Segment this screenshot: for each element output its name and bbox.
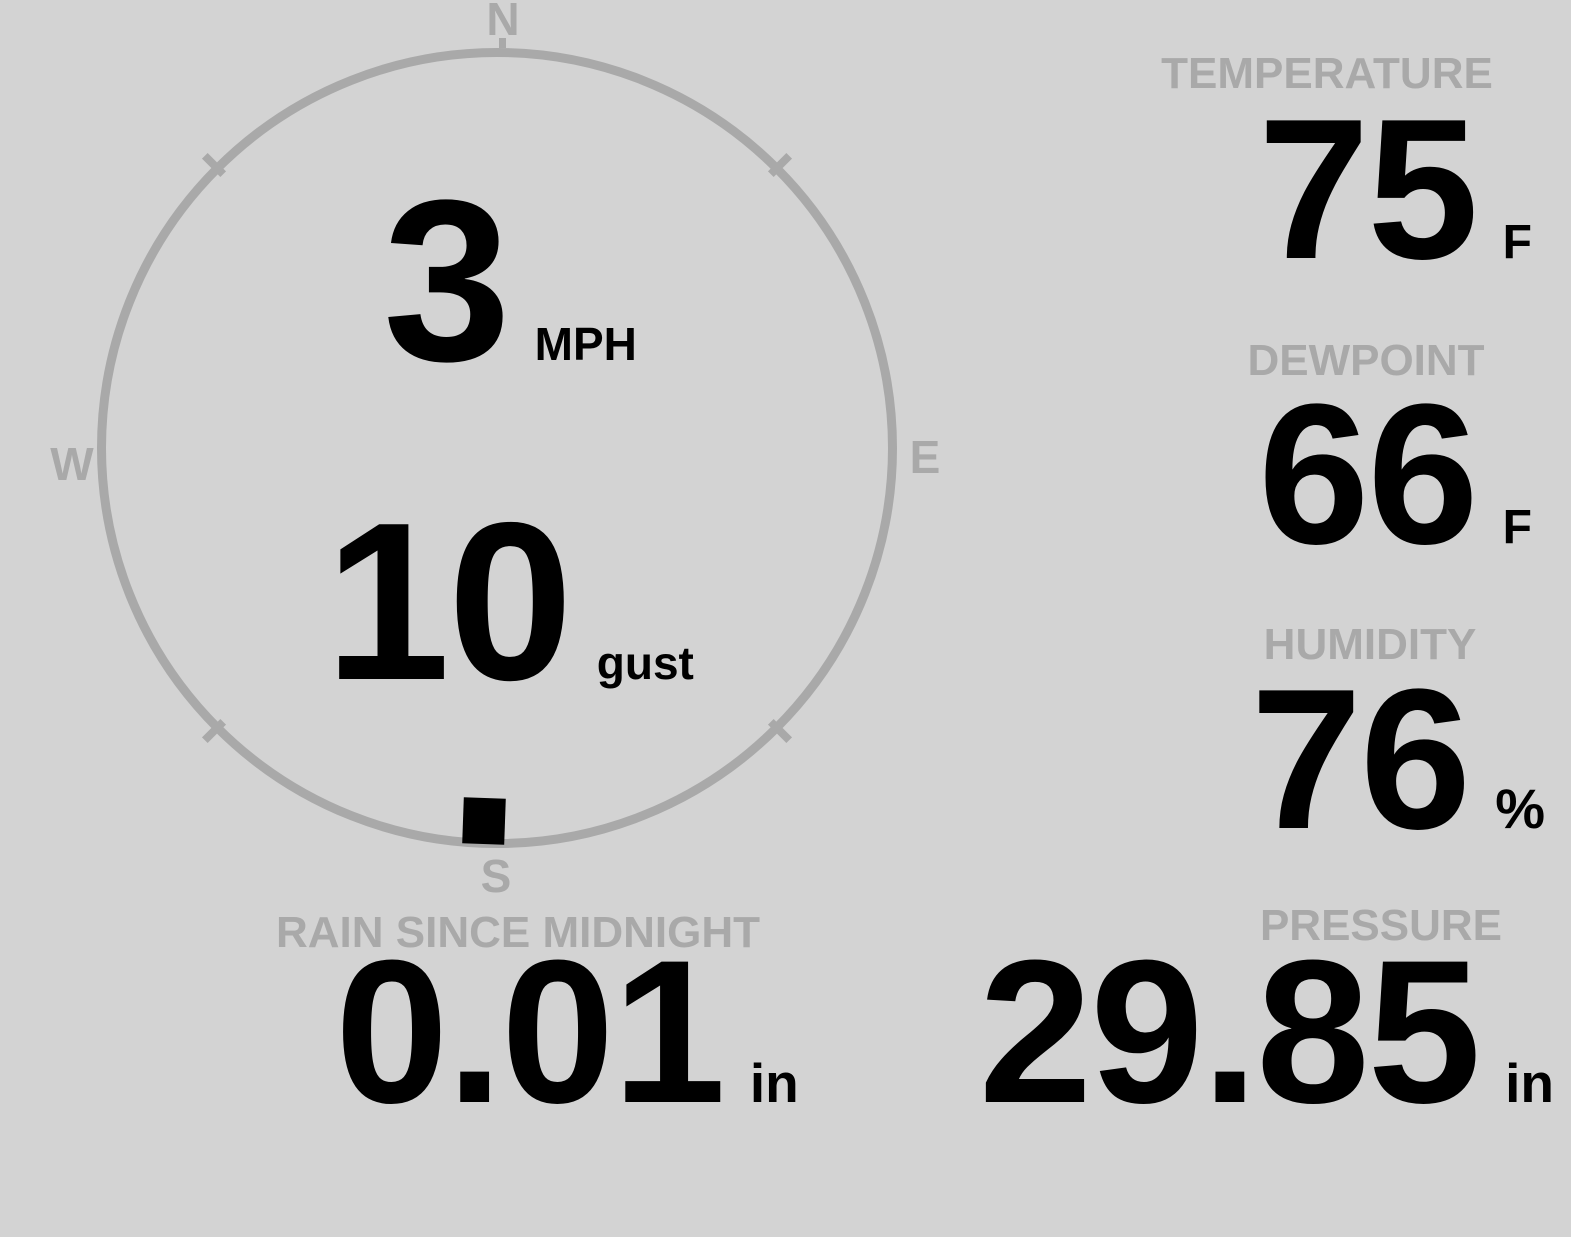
pressure-unit: in: [1505, 1052, 1554, 1114]
humidity-value: 76: [1250, 648, 1471, 871]
wind-direction-marker: [462, 797, 506, 845]
rain-unit: in: [749, 1052, 799, 1114]
compass-label-south: S: [480, 850, 512, 902]
dewpoint-readout: 66 F: [1258, 375, 1532, 575]
wind-gust-value: 10: [325, 475, 573, 727]
compass-tick-north: [499, 38, 506, 48]
wind-speed-unit: MPH: [534, 318, 637, 370]
compass-label-north: N: [486, 0, 520, 45]
pressure-label: PRESSURE: [1259, 901, 1503, 950]
humidity-unit: %: [1495, 777, 1545, 840]
compass-label-east: E: [909, 431, 941, 483]
rain-readout: 0.01 in: [335, 930, 799, 1134]
wind-speed-readout: 3 MPH: [383, 166, 637, 396]
dewpoint-value: 66: [1258, 363, 1478, 586]
temperature-unit: F: [1502, 216, 1532, 269]
dewpoint-label: DEWPOINT: [1247, 336, 1485, 385]
humidity-label: HUMIDITY: [1263, 620, 1477, 669]
temperature-value: 75: [1258, 78, 1478, 301]
humidity-readout: 76 %: [1251, 660, 1545, 860]
temperature-label: TEMPERATURE: [1161, 49, 1493, 98]
rain-value: 0.01: [335, 918, 726, 1146]
wind-speed-value: 3: [383, 152, 511, 409]
pressure-value: 29.85: [978, 918, 1481, 1146]
temperature-readout: 75 F: [1258, 90, 1532, 290]
wind-gust-readout: 10 gust: [325, 489, 694, 714]
wind-gust-unit: gust: [596, 637, 694, 689]
pressure-readout: 29.85 in: [979, 930, 1554, 1134]
rain-label: RAIN SINCE MIDNIGHT: [276, 908, 760, 957]
dewpoint-unit: F: [1502, 501, 1532, 554]
compass-label-west: W: [50, 438, 94, 490]
